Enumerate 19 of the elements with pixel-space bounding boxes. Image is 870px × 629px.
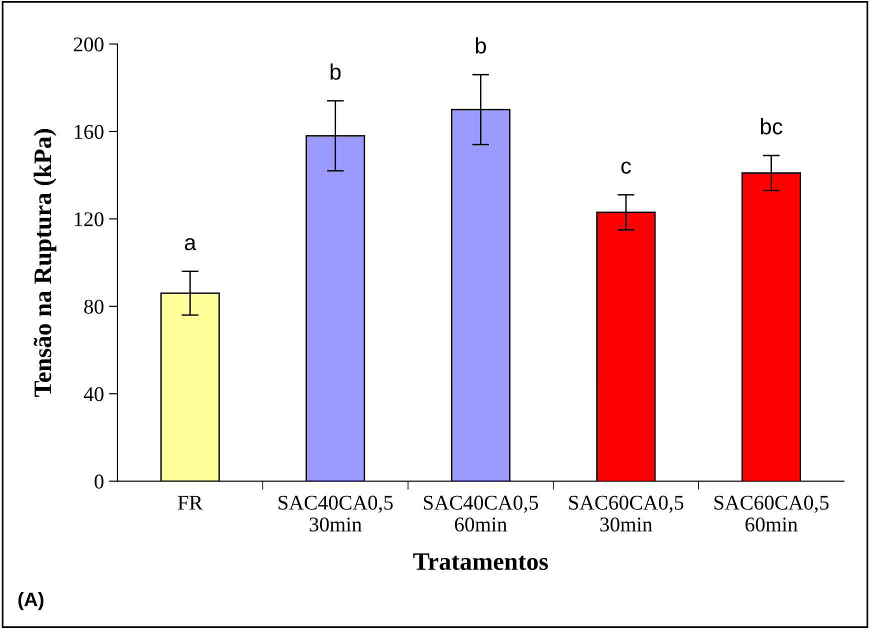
y-tick-label: 120 xyxy=(74,212,104,226)
y-tick-label: 160 xyxy=(74,124,104,139)
x-tick-label: SAC60CA0,5 30min xyxy=(569,496,684,532)
x-tick-label: FR xyxy=(178,496,203,510)
annotation: bc xyxy=(760,118,782,134)
x-tick-label: SAC40CA0,5 30min xyxy=(278,496,393,532)
x-tick-label: SAC40CA0,5 60min xyxy=(424,496,538,532)
x-tick-label: SAC60CA0,5 60min xyxy=(714,496,829,532)
y-tick-label: 40 xyxy=(84,387,104,402)
text: (A) xyxy=(18,592,44,610)
annotation: c xyxy=(621,162,631,174)
annotation: a xyxy=(184,238,196,250)
y-tick-label: 0 xyxy=(94,474,104,489)
annotation: b xyxy=(330,63,341,80)
x-axis-title: Tratamentos xyxy=(413,553,548,570)
y-tick-label: 200 xyxy=(74,37,104,52)
y-tick-label: 80 xyxy=(84,300,104,314)
y-axis-title: Tensão na Ruptura (kPa) xyxy=(34,129,56,397)
annotation: b xyxy=(476,37,486,54)
